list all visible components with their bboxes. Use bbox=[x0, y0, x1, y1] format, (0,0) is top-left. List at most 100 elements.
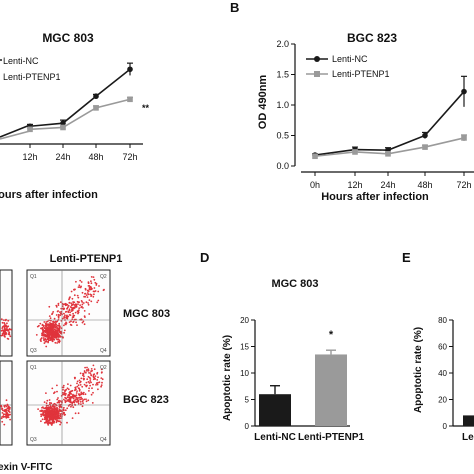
panel-a-point bbox=[127, 96, 133, 103]
flow-dot bbox=[75, 306, 78, 308]
flow-dot bbox=[83, 398, 86, 401]
panel-c: Lenti-PTENP1 Q1 Q2 Q3 Q4 Q1 Q2 Q3 Q4 MGC… bbox=[0, 253, 170, 473]
flow-plot-left-top bbox=[0, 269, 13, 357]
panel-a: MGC 803 Hours after infection Lenti-NC L… bbox=[0, 31, 150, 201]
flow-dot bbox=[3, 322, 6, 325]
flow-dot bbox=[54, 327, 57, 329]
flow-dot bbox=[45, 321, 48, 323]
flow-dot bbox=[43, 401, 46, 403]
flow-dot bbox=[1, 416, 3, 418]
flow-dot bbox=[62, 409, 65, 412]
flow-dot bbox=[65, 397, 68, 400]
flow-dot bbox=[93, 368, 96, 371]
quadrant-label: Q4 bbox=[100, 437, 107, 443]
flow-dot bbox=[65, 393, 67, 395]
flow-dot bbox=[90, 280, 92, 283]
panel-b-xtick-label: 72h bbox=[456, 180, 471, 190]
flow-dot bbox=[6, 413, 9, 416]
flow-dot bbox=[4, 409, 7, 412]
flow-dot bbox=[9, 335, 12, 338]
flow-dot bbox=[82, 307, 84, 309]
flow-dot bbox=[45, 345, 48, 348]
flow-dot bbox=[95, 382, 98, 385]
panel-a-series-line bbox=[0, 124, 31, 138]
flow-dot bbox=[0, 334, 3, 337]
flow-dot bbox=[2, 329, 5, 332]
panel-d-ytick-label: 10 bbox=[240, 369, 249, 378]
flow-dot bbox=[55, 306, 58, 308]
flow-dot bbox=[7, 409, 10, 412]
panel-a-legend-ptenp1: Lenti-PTENP1 bbox=[3, 72, 61, 82]
flow-dot bbox=[90, 368, 93, 370]
flow-dot bbox=[57, 420, 60, 423]
flow-dot bbox=[77, 402, 80, 405]
panel-a-marks bbox=[0, 62, 133, 140]
flow-dot bbox=[52, 412, 55, 414]
flow-dot bbox=[85, 294, 88, 296]
flow-dot bbox=[86, 378, 89, 381]
quadrant-label: Q2 bbox=[100, 365, 107, 371]
flow-dot bbox=[72, 316, 75, 319]
flow-dot bbox=[62, 336, 64, 339]
flow-dot bbox=[88, 287, 91, 289]
flow-dot bbox=[82, 377, 85, 380]
flow-dot bbox=[57, 310, 59, 312]
flow-dot bbox=[69, 314, 72, 316]
flow-dot bbox=[84, 393, 87, 396]
flow-dot bbox=[43, 421, 46, 424]
flow-dot bbox=[67, 383, 69, 385]
flow-dot bbox=[68, 298, 70, 301]
flow-dot bbox=[1, 407, 4, 410]
flow-dot bbox=[89, 380, 92, 382]
flow-dot bbox=[71, 389, 74, 392]
flow-dot bbox=[96, 371, 99, 374]
flow-dot bbox=[44, 327, 46, 330]
panel-d-ytick-label: 5 bbox=[245, 396, 250, 405]
flow-dot bbox=[55, 418, 57, 421]
quadrant-label: Q3 bbox=[30, 437, 37, 443]
flow-dot bbox=[40, 327, 42, 330]
flow-dot bbox=[88, 299, 91, 301]
flow-dot bbox=[100, 377, 103, 379]
flow-dot bbox=[43, 321, 46, 323]
flow-dot bbox=[44, 413, 47, 416]
flow-dot bbox=[88, 372, 90, 374]
flow-dot bbox=[78, 284, 81, 287]
flow-dot bbox=[37, 408, 39, 410]
flow-dot bbox=[7, 319, 10, 322]
flow-dot bbox=[76, 382, 78, 385]
flow-dot bbox=[72, 306, 75, 309]
flow-dot bbox=[87, 303, 90, 306]
flow-dot bbox=[55, 420, 58, 422]
flow-dot bbox=[45, 407, 48, 409]
flow-dot bbox=[59, 335, 61, 338]
flow-dot bbox=[88, 288, 91, 291]
flow-dot bbox=[73, 399, 76, 402]
flow-dot bbox=[67, 388, 70, 391]
flow-dot bbox=[53, 407, 55, 410]
flow-dot bbox=[47, 340, 50, 343]
flow-dot bbox=[43, 333, 46, 336]
flow-dot bbox=[47, 324, 50, 326]
flow-dot bbox=[77, 311, 80, 314]
flow-dot bbox=[78, 307, 81, 309]
flow-dot bbox=[63, 411, 65, 414]
flow-dot bbox=[92, 276, 95, 278]
flow-dot bbox=[50, 402, 53, 405]
flow-dot bbox=[94, 378, 97, 380]
flow-dot bbox=[41, 324, 44, 327]
flow-plot-left-bottom bbox=[0, 360, 13, 446]
flow-dot bbox=[86, 369, 88, 371]
flow-dot bbox=[42, 409, 44, 412]
flow-dot bbox=[54, 414, 56, 417]
flow-dot bbox=[80, 392, 83, 394]
flow-dot bbox=[49, 339, 52, 341]
flow-dot bbox=[92, 378, 95, 381]
flow-dot bbox=[68, 321, 71, 323]
panel-b: B BGC 823 OD 490nm Hours after infection… bbox=[230, 0, 474, 203]
flow-dot bbox=[90, 295, 92, 297]
flow-dot bbox=[0, 404, 2, 407]
flow-dot bbox=[73, 288, 75, 291]
flow-dot bbox=[60, 406, 63, 409]
flow-dot bbox=[41, 418, 44, 421]
